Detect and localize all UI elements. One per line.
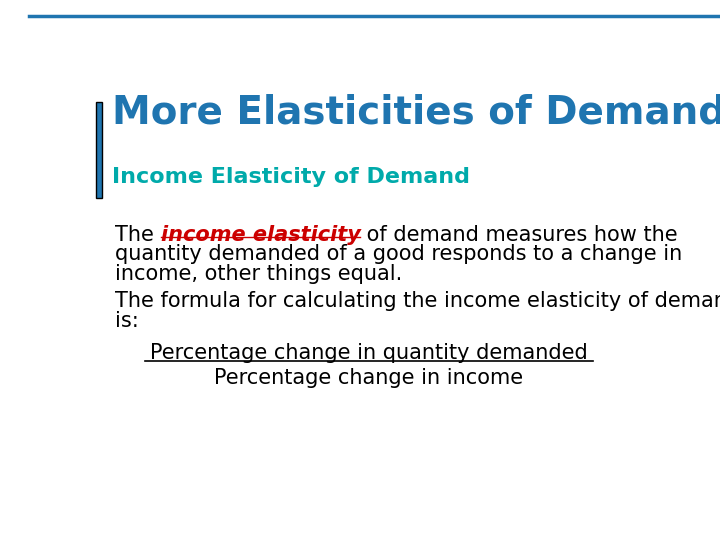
Text: The: The: [115, 225, 161, 245]
Text: Percentage change in income: Percentage change in income: [215, 368, 523, 388]
Text: The formula for calculating the income elasticity of demand: The formula for calculating the income e…: [115, 292, 720, 312]
Text: quantity demanded of a good responds to a change in: quantity demanded of a good responds to …: [115, 245, 683, 265]
Text: Income Elasticity of Demand: Income Elasticity of Demand: [112, 167, 470, 187]
Text: income, other things equal.: income, other things equal.: [115, 264, 402, 284]
Text: More Elasticities of Demand: More Elasticities of Demand: [112, 93, 720, 132]
Text: is:: is:: [115, 311, 139, 331]
Text: of demand measures how the: of demand measures how the: [361, 225, 678, 245]
Text: income elasticity: income elasticity: [161, 225, 361, 245]
Text: Percentage change in quantity demanded: Percentage change in quantity demanded: [150, 343, 588, 363]
FancyBboxPatch shape: [96, 102, 102, 198]
